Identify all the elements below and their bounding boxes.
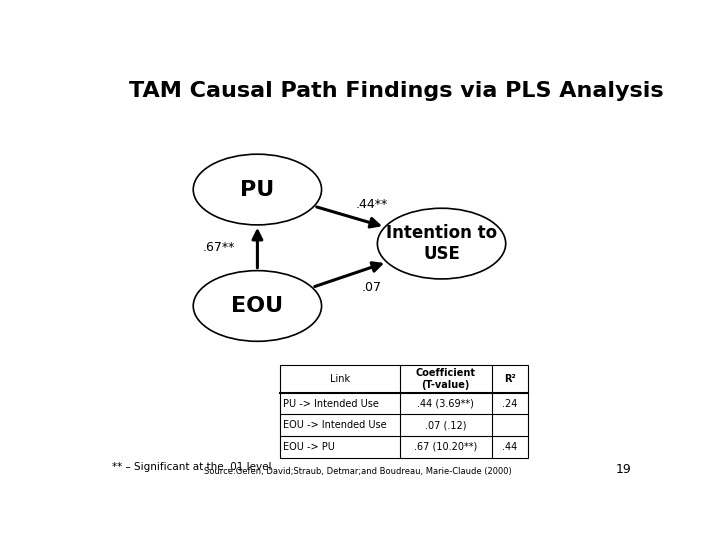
Text: TAM Causal Path Findings via PLS Analysis: TAM Causal Path Findings via PLS Analysi… (129, 82, 664, 102)
Text: EOU -> Intended Use: EOU -> Intended Use (283, 420, 387, 430)
Text: .07 (.12): .07 (.12) (425, 420, 467, 430)
Text: .44: .44 (503, 442, 518, 452)
Text: .67 (10.20**): .67 (10.20**) (414, 442, 477, 452)
Text: Link: Link (330, 374, 350, 384)
Text: ** – Significant at the .01 level: ** – Significant at the .01 level (112, 462, 272, 472)
Text: Source:Gefen, David;Straub, Detmar;and Boudreau, Marie-Claude (2000): Source:Gefen, David;Straub, Detmar;and B… (204, 467, 512, 476)
Text: 19: 19 (616, 463, 631, 476)
Text: Coefficient
(T-value): Coefficient (T-value) (415, 368, 476, 389)
Text: .07: .07 (361, 281, 382, 294)
Text: EOU: EOU (231, 296, 284, 316)
Text: .44**: .44** (356, 198, 388, 211)
Ellipse shape (377, 208, 505, 279)
Text: EOU -> PU: EOU -> PU (283, 442, 335, 452)
Text: PU -> Intended Use: PU -> Intended Use (283, 399, 379, 409)
Ellipse shape (193, 154, 322, 225)
Bar (280, 364, 528, 458)
Text: R²: R² (504, 374, 516, 384)
Text: Intention to
USE: Intention to USE (386, 224, 497, 263)
Text: .24: .24 (503, 399, 518, 409)
Ellipse shape (193, 271, 322, 341)
Text: PU: PU (240, 179, 274, 200)
Text: .67**: .67** (202, 241, 235, 254)
Text: .44 (3.69**): .44 (3.69**) (418, 399, 474, 409)
